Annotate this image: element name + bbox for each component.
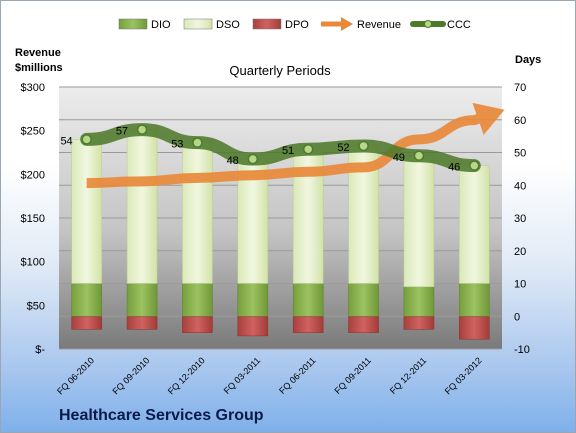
legend-swatch bbox=[252, 18, 282, 30]
left-axis-label-line2: $millions bbox=[15, 62, 63, 74]
x-axis-tick-label: FQ 06-2011 bbox=[277, 355, 318, 396]
left-axis-tick-label: $300 bbox=[21, 82, 45, 94]
bar-dso bbox=[71, 139, 102, 284]
x-axis-tick-label: FQ 12-2010 bbox=[166, 355, 207, 396]
ccc-series: 54 57 53 48 51 52 49 46 bbox=[60, 123, 481, 174]
x-axis-ticks: FQ 06-2010 FQ 09-2010 FQ 12-2010 FQ 03-2011… bbox=[55, 355, 484, 396]
bar-dpo bbox=[237, 316, 269, 337]
right-axis-tick-label: 20 bbox=[514, 246, 526, 258]
right-axis-label: Days bbox=[515, 54, 541, 66]
bar-dpo bbox=[292, 316, 324, 333]
bar-dpo bbox=[182, 316, 213, 333]
ccc-data-label: 52 bbox=[337, 142, 349, 154]
ccc-line bbox=[80, 123, 481, 173]
left-axis-ticks: $- $50 $100 $150 $200 $250 $300 bbox=[21, 82, 46, 356]
right-axis-tick-label: 10 bbox=[514, 279, 526, 291]
bar-dio bbox=[403, 286, 435, 317]
bar-dio bbox=[237, 283, 269, 317]
revenue-line bbox=[86, 114, 480, 189]
bar-dio bbox=[182, 283, 213, 317]
bar-dpo bbox=[459, 316, 490, 340]
right-axis-ticks: -10 0 10 20 30 40 50 60 70 bbox=[514, 82, 530, 356]
right-axis-tick-label: 50 bbox=[514, 148, 526, 160]
company-name: Healthcare Services Group bbox=[59, 407, 264, 424]
bar-dio bbox=[459, 283, 490, 317]
right-axis-tick-label: 60 bbox=[514, 115, 526, 127]
bar-dio bbox=[126, 283, 158, 317]
bar-dio bbox=[71, 283, 102, 317]
left-axis-tick-label: $50 bbox=[27, 300, 45, 312]
legend-label: CCC bbox=[447, 19, 471, 31]
ccc-data-label: 48 bbox=[227, 155, 239, 167]
ccc-point bbox=[302, 143, 314, 155]
revenue-series bbox=[86, 102, 505, 189]
bar-dso bbox=[126, 129, 158, 284]
ccc-data-label: 57 bbox=[116, 126, 128, 138]
bar-dio bbox=[348, 283, 379, 317]
left-axis-tick-label: $- bbox=[35, 344, 45, 356]
x-axis-tick-label: FQ 09-2011 bbox=[332, 355, 373, 396]
ccc-data-label: 49 bbox=[393, 152, 405, 164]
legend-swatch bbox=[183, 18, 213, 30]
left-axis-tick-label: $100 bbox=[21, 257, 45, 269]
ccc-point bbox=[81, 134, 92, 145]
ccc-data-label: 53 bbox=[171, 139, 183, 151]
right-axis-tick-label: -10 bbox=[514, 344, 530, 356]
right-axis-tick-label: 30 bbox=[514, 213, 526, 225]
bar-dso bbox=[182, 142, 213, 284]
legend-swatch-marker bbox=[424, 20, 432, 28]
ccc-data-label: 46 bbox=[448, 162, 460, 174]
ccc-point bbox=[192, 137, 203, 148]
ccc-point bbox=[247, 153, 259, 165]
ccc-point bbox=[358, 140, 369, 152]
x-axis-tick-label: FQ 03-2011 bbox=[222, 355, 263, 396]
legend-label: DSO bbox=[216, 19, 240, 31]
left-axis-tick-label: $250 bbox=[21, 126, 45, 138]
bar-dio bbox=[292, 283, 324, 317]
left-axis-label-line1: Revenue bbox=[15, 47, 61, 59]
bar-dso bbox=[459, 165, 490, 284]
right-axis-tick-label: 0 bbox=[514, 311, 520, 323]
x-axis-tick-label: FQ 12-2011 bbox=[388, 355, 429, 396]
bar-dso bbox=[403, 155, 435, 288]
legend-swatch-arrowhead bbox=[341, 17, 353, 31]
ccc-data-label: 54 bbox=[60, 135, 72, 147]
ccc-data-label: 51 bbox=[282, 145, 294, 157]
legend: DIO DSO DPO Revenue CCC bbox=[118, 17, 471, 31]
x-axis-tick-label: FQ 06-2010 bbox=[55, 355, 96, 396]
legend-label: Revenue bbox=[357, 19, 401, 31]
bar-dpo bbox=[348, 316, 379, 333]
revenue-arrowhead bbox=[472, 102, 505, 135]
chart-title: Quarterly Periods bbox=[229, 63, 331, 78]
legend-label: DPO bbox=[285, 19, 309, 31]
bar-dpo bbox=[71, 316, 102, 330]
left-axis-tick-label: $150 bbox=[21, 213, 45, 225]
ccc-point bbox=[136, 124, 148, 135]
legend-label: DIO bbox=[151, 19, 171, 31]
right-axis-tick-label: 40 bbox=[514, 180, 526, 192]
x-axis-tick-label: FQ 03-2012 bbox=[443, 355, 484, 396]
ccc-point bbox=[469, 160, 480, 171]
ccc-point bbox=[413, 150, 425, 162]
left-axis-tick-label: $200 bbox=[21, 169, 45, 181]
bar-dpo bbox=[403, 316, 435, 330]
x-axis-tick-label: FQ 09-2010 bbox=[110, 355, 151, 396]
right-axis-tick-label: 70 bbox=[514, 82, 526, 94]
legend-swatch bbox=[118, 18, 148, 30]
bar-dpo bbox=[126, 316, 158, 330]
